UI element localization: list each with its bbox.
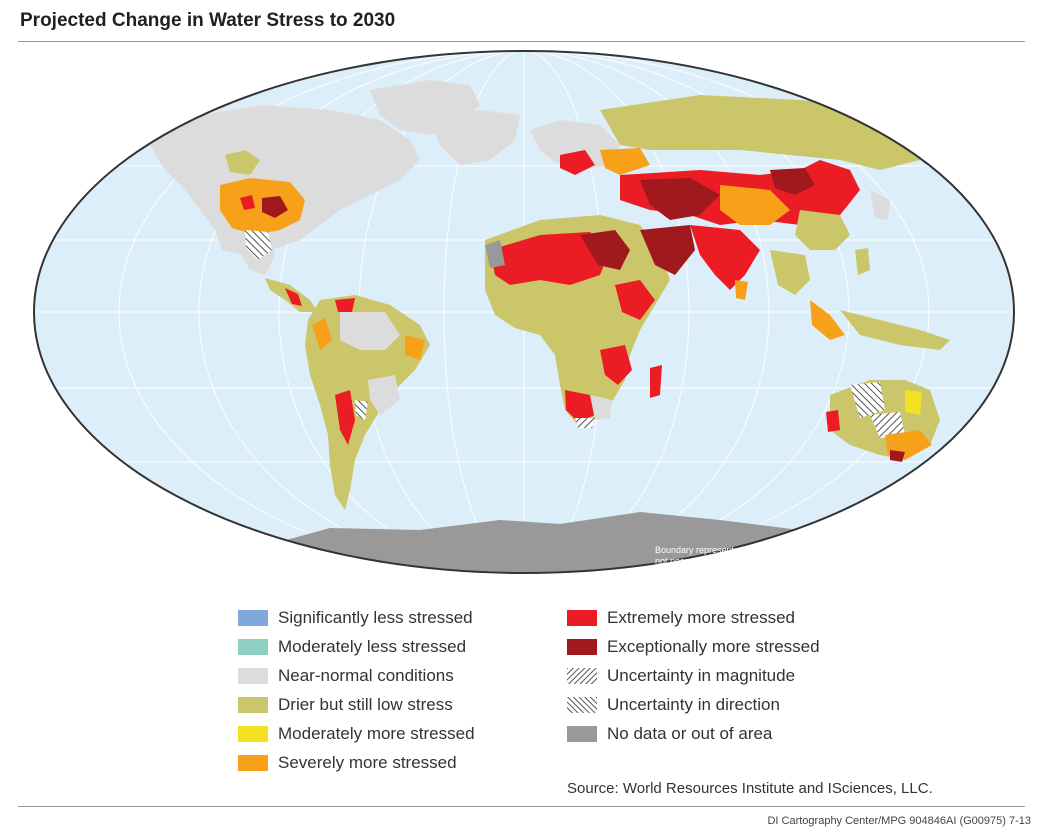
source-credit: Source: World Resources Institute and IS…	[567, 780, 933, 797]
page-title: Projected Change in Water Stress to 2030	[20, 10, 396, 31]
legend-label: Moderately more stressed	[278, 724, 475, 743]
legend-item-drier-low-stress: Drier but still low stress	[238, 695, 453, 715]
legend-item-extremely-more: Extremely more stressed	[567, 608, 795, 628]
legend-swatch	[567, 639, 597, 655]
boundary-note: Boundary representation is not necessari…	[655, 545, 769, 567]
legend-item-uncertainty-direction: Uncertainty in direction	[567, 695, 780, 715]
legend-label: Uncertainty in magnitude	[607, 666, 796, 685]
legend-swatch-hatch	[567, 697, 597, 713]
north-america	[150, 80, 480, 312]
legend-swatch	[238, 639, 268, 655]
world-map	[33, 50, 1015, 574]
legend-item-moderately-less: Moderately less stressed	[238, 637, 466, 657]
south-america	[305, 295, 430, 510]
legend-label: Uncertainty in direction	[607, 695, 780, 714]
footer-divider	[18, 806, 1025, 807]
title-divider	[18, 41, 1025, 42]
legend-swatch	[238, 697, 268, 713]
legend-label: Extremely more stressed	[607, 608, 795, 627]
legend-label: Severely more stressed	[278, 753, 457, 772]
legend-item-uncertainty-magnitude: Uncertainty in magnitude	[567, 666, 795, 686]
legend-label: Moderately less stressed	[278, 637, 467, 656]
legend-label: No data or out of area	[607, 724, 773, 743]
legend-swatch	[238, 668, 268, 684]
legend-item-near-normal: Near-normal conditions	[238, 666, 454, 686]
legend-swatch	[567, 726, 597, 742]
map-outline	[33, 50, 1015, 574]
legend-item-significantly-less: Significantly less stressed	[238, 608, 473, 628]
eurasia	[530, 95, 950, 350]
legend-item-no-data: No data or out of area	[567, 724, 772, 744]
legend-label: Drier but still low stress	[278, 695, 453, 714]
legend-swatch	[238, 755, 268, 771]
legend-swatch	[238, 726, 268, 742]
legend-item-severely-more: Severely more stressed	[238, 753, 457, 773]
legend-item-moderately-more: Moderately more stressed	[238, 724, 475, 744]
legend-swatch	[567, 610, 597, 626]
cartography-credit: DI Cartography Center/MPG 904846AI (G009…	[767, 815, 1031, 827]
boundary-note-line2: not necessarily authoritative.	[655, 556, 770, 566]
legend-label: Significantly less stressed	[278, 608, 473, 627]
legend-swatch	[238, 610, 268, 626]
legend-label: Exceptionally more stressed	[607, 637, 820, 656]
legend-label: Near-normal conditions	[278, 666, 454, 685]
map-content	[34, 51, 1014, 573]
greenland	[430, 110, 520, 165]
legend-item-exceptionally-more: Exceptionally more stressed	[567, 637, 820, 657]
legend-swatch-hatch	[567, 668, 597, 684]
boundary-note-line1: Boundary representation is	[655, 545, 763, 555]
africa	[485, 215, 695, 428]
